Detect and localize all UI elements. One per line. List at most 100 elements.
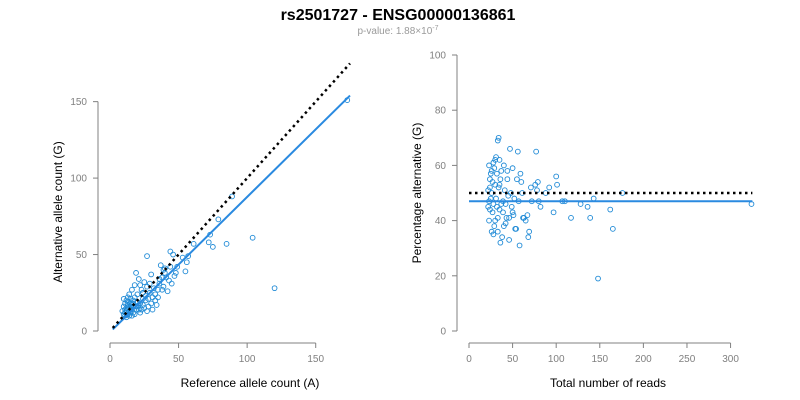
data-point (487, 176, 493, 183)
subtitle-exponent: -7 (432, 25, 438, 32)
data-point (493, 195, 499, 202)
y-axis-label: Percentage alternative (G) (410, 123, 424, 264)
data-point (526, 228, 533, 235)
y-tick-label: 50 (76, 250, 88, 261)
data-point (152, 291, 159, 298)
y-tick-label: 80 (435, 106, 447, 117)
data-point (501, 223, 507, 229)
data-point (135, 276, 142, 282)
x-tick-label: 50 (173, 354, 185, 365)
y-tick-label: 100 (70, 174, 87, 185)
left-scatter-panel: 0 50 100 150 0 50 100 150 Reference allele count… (51, 62, 351, 390)
data-point (144, 308, 150, 314)
data-point (140, 296, 146, 302)
data-point (514, 148, 521, 155)
data-point (504, 168, 511, 174)
data-point (486, 162, 492, 169)
data-point (183, 259, 190, 266)
y-tick-label: 0 (81, 327, 87, 338)
data-point (148, 271, 154, 278)
data-point (607, 206, 614, 213)
data-point (152, 297, 159, 304)
data-point (492, 217, 499, 224)
data-point (122, 309, 128, 316)
data-point (590, 195, 597, 202)
y-tick-label: 20 (435, 271, 447, 282)
data-point (137, 309, 144, 316)
data-point (129, 312, 135, 319)
data-point (493, 154, 499, 160)
data-point (137, 282, 144, 288)
data-point (148, 300, 154, 307)
data-point (119, 308, 126, 314)
reference-line (111, 62, 351, 329)
chart-title: rs2501727 - ENSG00000136861 (281, 7, 516, 24)
x-tick-label: 50 (507, 354, 519, 365)
chart-subtitle: p-value: 1.88×10-7 (357, 25, 438, 37)
data-point (506, 214, 512, 221)
data-point (533, 148, 539, 155)
data-point (511, 195, 518, 202)
data-point (595, 275, 601, 282)
data-point (498, 168, 505, 174)
y-tick-label: 100 (429, 51, 446, 62)
data-point (525, 234, 532, 241)
data-point (120, 296, 127, 302)
data-point (490, 201, 497, 207)
data-point (577, 201, 584, 207)
data-point (508, 203, 515, 210)
data-point (168, 280, 175, 287)
data-point (505, 192, 512, 199)
data-point (494, 203, 500, 210)
data-point (131, 311, 138, 318)
data-point (546, 184, 553, 191)
y-tick-label: 0 (440, 327, 446, 338)
data-point (205, 239, 212, 246)
y-axis-label: Alternative allele count (G) (51, 141, 65, 282)
data-point (144, 253, 150, 259)
data-point (164, 288, 171, 295)
data-point (518, 179, 525, 185)
data-point (123, 297, 130, 304)
x-tick-label: 150 (591, 354, 608, 365)
data-point (141, 279, 148, 285)
data-point (503, 214, 510, 221)
data-point (215, 216, 222, 223)
data-point (501, 162, 507, 169)
data-point (126, 305, 133, 311)
data-point (512, 226, 519, 232)
data-point (146, 289, 153, 296)
data-point (174, 263, 181, 270)
data-point (497, 176, 504, 183)
data-point (500, 209, 506, 216)
data-point (550, 209, 557, 216)
data-point (496, 181, 503, 188)
data-point (532, 181, 539, 188)
data-point (126, 291, 133, 298)
data-point (495, 184, 502, 191)
data-point (516, 242, 523, 249)
data-point (162, 270, 168, 276)
data-point (167, 248, 174, 255)
data-point (486, 217, 492, 224)
data-point (490, 231, 497, 238)
data-point (554, 181, 560, 188)
data-point (133, 270, 139, 276)
data-point (495, 134, 502, 141)
data-point (501, 187, 508, 194)
data-point (520, 214, 526, 221)
data-point (509, 209, 516, 216)
data-point (190, 240, 197, 247)
x-tick-label: 300 (722, 354, 739, 365)
x-tick-label: 100 (239, 354, 256, 365)
data-point (494, 170, 500, 177)
data-point (166, 277, 172, 284)
data-point (159, 286, 165, 293)
data-point (171, 273, 178, 279)
data-point (514, 176, 520, 183)
data-point (517, 170, 524, 177)
data-point (151, 285, 157, 292)
data-point (568, 214, 574, 221)
y-tick-label: 60 (435, 161, 447, 172)
